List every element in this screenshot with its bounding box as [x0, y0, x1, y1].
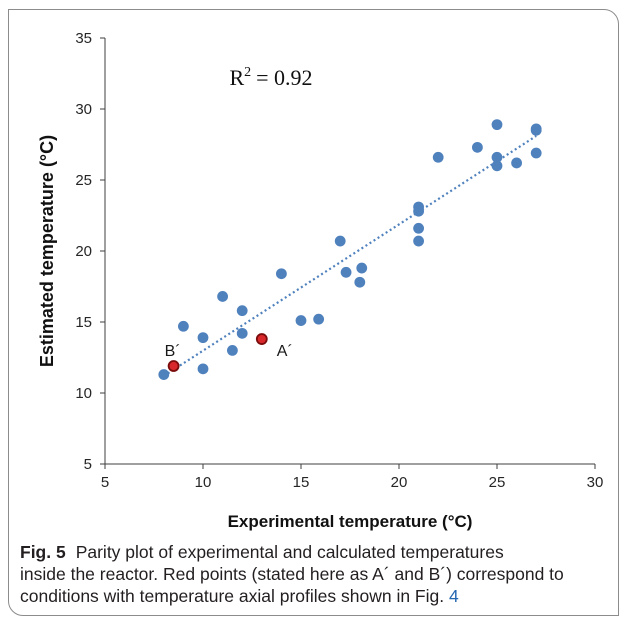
- data-point: [340, 266, 352, 278]
- trendline-layer: [163, 135, 537, 377]
- data-point: [530, 124, 542, 136]
- r-squared-exponent: 2: [244, 65, 251, 80]
- data-point: [227, 345, 238, 356]
- data-points: [158, 119, 542, 380]
- data-point: [491, 151, 503, 163]
- data-point: [354, 276, 366, 288]
- highlighted-data-point: [167, 360, 180, 372]
- x-tick-label: 30: [587, 474, 604, 491]
- caption-text: Parity plot of experimental and calculat…: [75, 542, 504, 562]
- caption-text: conditions with temperature axial profil…: [20, 586, 445, 606]
- highlighted-data-point: [255, 333, 268, 345]
- y-tick-label: 20: [75, 243, 92, 260]
- data-point: [334, 235, 346, 247]
- y-axis-title: Estimated temperature (°C): [37, 135, 57, 367]
- data-point: [356, 262, 368, 274]
- y-tick-label: 25: [75, 172, 92, 189]
- data-point: [197, 332, 209, 344]
- point-labels: A´ B´: [165, 343, 293, 360]
- point-label: B´: [165, 343, 181, 360]
- data-point: [413, 205, 424, 217]
- r-squared-value: = 0.92: [256, 65, 312, 90]
- x-tick-label: 15: [293, 474, 310, 491]
- scatter-chart: 5 10 15 20 25 30 35 5 10 15 20 25 30 A´ B´ R2 = 0.92 E…: [37, 30, 603, 531]
- axes: 5 10 15 20 25 30 35 5 10 15 20 25 30: [75, 30, 603, 491]
- data-point: [295, 315, 307, 326]
- y-tick-label: 10: [75, 385, 92, 402]
- data-point: [432, 151, 444, 163]
- figure-reference-link[interactable]: 4: [448, 586, 459, 606]
- caption-text: inside the reactor. Red points (stated h…: [20, 564, 564, 584]
- figure-label: Fig. 5: [20, 542, 66, 562]
- point-label: A´: [277, 343, 293, 360]
- data-point: [217, 291, 229, 302]
- caption-line: Fig. 5 Parity plot of experimental and ca…: [20, 541, 564, 563]
- r-squared-symbol: R: [229, 65, 244, 90]
- data-point: [511, 157, 522, 169]
- data-point: [197, 363, 209, 375]
- data-point: [491, 160, 503, 172]
- data-point: [178, 320, 189, 332]
- data-point: [413, 235, 424, 247]
- y-tick-label: 15: [75, 314, 92, 331]
- trendline: [163, 135, 537, 377]
- y-tick-label: 35: [75, 30, 92, 47]
- caption-line: inside the reactor. Red points (stated h…: [20, 563, 564, 585]
- data-point: [236, 327, 248, 339]
- x-axis-title: Experimental temperature (°C): [228, 512, 473, 531]
- x-tick-label: 20: [391, 474, 408, 491]
- figure-caption: Fig. 5 Parity plot of experimental and ca…: [20, 541, 564, 607]
- data-point: [276, 268, 287, 280]
- data-point: [236, 305, 248, 317]
- data-point: [413, 222, 424, 234]
- data-point: [313, 313, 325, 325]
- figure-frame: [8, 9, 619, 616]
- x-tick-label: 25: [489, 474, 506, 491]
- data-point: [491, 119, 503, 131]
- y-tick-label: 30: [75, 101, 92, 118]
- y-tick-label: 5: [84, 456, 92, 473]
- data-point: [472, 141, 483, 153]
- caption-line: conditions with temperature axial profil…: [20, 585, 564, 607]
- r-squared-annotation: R2 = 0.92: [229, 65, 312, 90]
- data-point: [158, 369, 170, 380]
- data-point: [530, 147, 542, 159]
- x-tick-label: 5: [101, 474, 109, 491]
- x-tick-label: 10: [195, 474, 212, 491]
